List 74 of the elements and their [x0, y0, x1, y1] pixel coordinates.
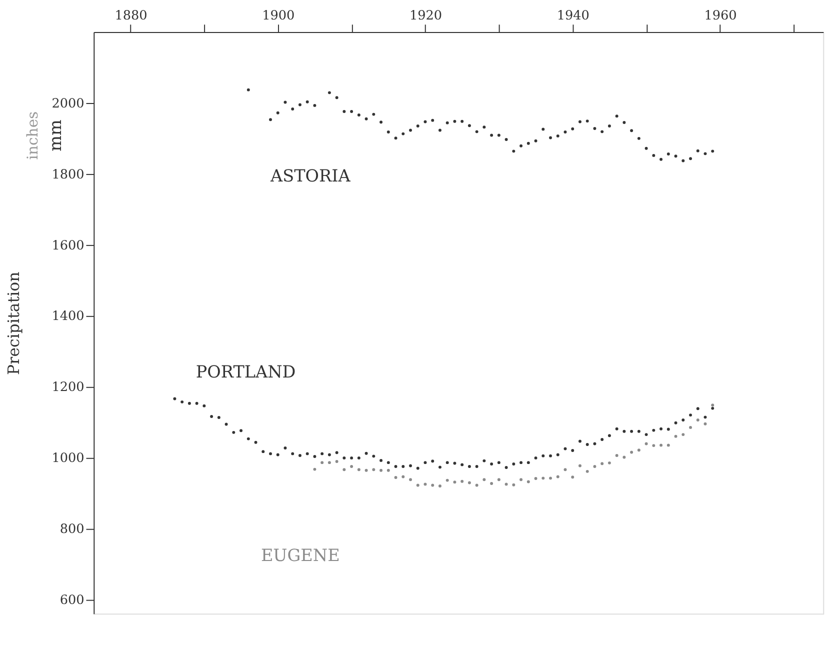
point: [534, 477, 538, 480]
point: [526, 480, 530, 484]
point: [431, 484, 434, 487]
point: [328, 461, 331, 464]
x-tick-label: 1920: [409, 8, 442, 24]
point: [682, 433, 685, 436]
point: [350, 464, 354, 468]
y-tick-label: 800: [60, 522, 84, 537]
point: [564, 468, 567, 472]
x-tick-label: 1940: [556, 8, 590, 24]
point: [380, 468, 383, 472]
point: [416, 484, 420, 487]
point: [357, 468, 360, 472]
text: mm: [45, 120, 66, 152]
point: [637, 448, 640, 452]
x-tick-label: 1900: [262, 8, 295, 24]
x-tick-label: 1880: [114, 8, 148, 24]
point: [460, 480, 464, 483]
point: [622, 456, 626, 459]
point: [578, 464, 582, 468]
y-tick-label: 1800: [52, 167, 84, 182]
point: [394, 476, 398, 479]
text: ASTORIA: [269, 166, 352, 186]
point: [482, 478, 486, 482]
point: [586, 470, 589, 473]
point: [475, 484, 478, 487]
y-tick-label: 1400: [52, 309, 84, 324]
point: [704, 422, 707, 426]
y-tick-label: 1000: [52, 451, 84, 466]
point: [711, 404, 714, 407]
point: [630, 450, 634, 454]
y-tick-label: 1200: [52, 380, 84, 396]
point: [644, 442, 648, 446]
text: inches: [24, 111, 42, 160]
point: [320, 461, 324, 464]
point: [342, 468, 346, 472]
point: [364, 468, 368, 472]
text: EUGENE: [260, 545, 340, 566]
point: [652, 444, 656, 448]
point: [549, 476, 552, 480]
y-tick-label: 1600: [52, 238, 84, 254]
point: [615, 454, 618, 457]
y-axis-title: Precipitation: [4, 272, 24, 375]
point: [497, 478, 500, 482]
point: [424, 482, 427, 486]
point: [689, 426, 692, 429]
series-label: PORTLAND: [196, 361, 296, 382]
point: [571, 476, 574, 479]
point: [600, 462, 604, 466]
point: [335, 460, 338, 463]
point: [490, 482, 494, 485]
point: [512, 483, 516, 486]
point: [372, 468, 376, 472]
point: [313, 468, 316, 471]
point: [674, 434, 678, 438]
point: [556, 475, 560, 478]
point: [593, 464, 596, 468]
point: [446, 478, 449, 482]
point: [438, 484, 442, 488]
point: [696, 418, 700, 422]
point: [520, 478, 523, 482]
x-tick-label: 1960: [704, 8, 737, 24]
point: [386, 468, 390, 472]
point: [468, 481, 471, 484]
point: [660, 444, 663, 447]
y-tick-label: 2000: [52, 96, 84, 112]
point: [542, 476, 545, 480]
point: [409, 478, 412, 482]
point: [608, 461, 611, 464]
y-tick-label: 600: [60, 592, 84, 608]
point: [453, 480, 456, 484]
point: [504, 482, 508, 486]
point: [666, 444, 670, 447]
point: [402, 475, 405, 478]
